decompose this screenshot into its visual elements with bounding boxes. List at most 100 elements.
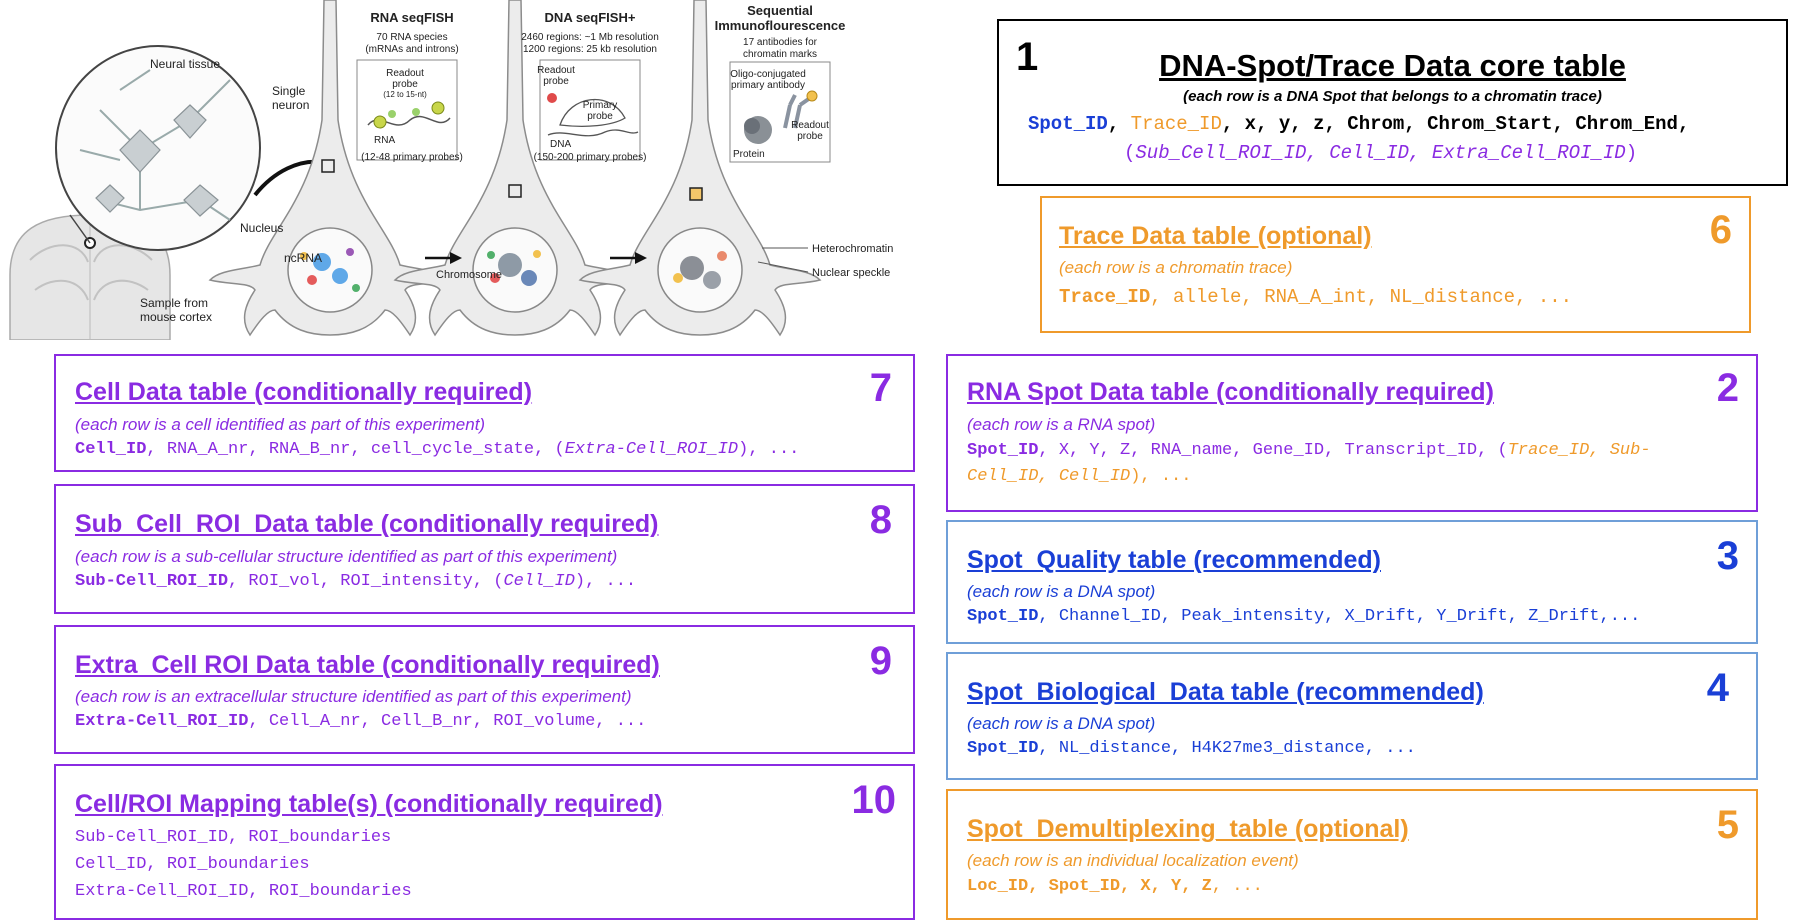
trace-data-table-box: 6 Trace Data table (optional) (each row … — [1040, 196, 1751, 333]
trace-table-title: Trace Data table (optional) — [1059, 222, 1372, 250]
if-protein-label: Protein — [733, 149, 765, 160]
single-neuron-label-1: Single — [272, 84, 306, 98]
rna-spot-table-subtitle: (each row is a RNA spot) — [967, 415, 1156, 434]
field-sub-cell-roi-id: Sub-Cell_ROI_ID — [75, 572, 229, 591]
single-neuron-label-2: neuron — [272, 98, 309, 112]
cell-roi-mapping-table-box: 10 Cell/ROI Mapping table(s) (conditiona… — [54, 764, 915, 920]
sub-cell-table-fields: Sub-Cell_ROI_ID, ROI_vol, ROI_intensity,… — [75, 572, 636, 591]
cell-fields-rest: , RNA_A_nr, RNA_B_nr, cell_cycle_state, … — [146, 440, 565, 459]
dna-seqfish-title: DNA seqFISH+ — [545, 10, 636, 25]
extra-cell-table-title: Extra_Cell ROI Data table (conditionally… — [75, 651, 660, 679]
spot-biological-table-fields: Spot_ID, NL_distance, H4K27me3_distance,… — [967, 739, 1416, 758]
cell-fields-tail: ), ... — [738, 440, 800, 459]
field-quality-spot-id: Spot_ID — [967, 607, 1039, 626]
sub-cell-fields-optional: Cell_ID — [503, 572, 575, 591]
spot-quality-table-box: 3 Spot_Quality table (recommended) (each… — [946, 520, 1758, 644]
trace-table-number: 6 — [1709, 208, 1732, 252]
spot-quality-table-subtitle: (each row is a DNA spot) — [967, 582, 1156, 601]
if-antibody-inset — [729, 61, 831, 163]
rna-primary-probes: (12-48 primary probes) — [361, 152, 463, 163]
biological-fields-rest: , NL_distance, H4K27me3_distance, ... — [1038, 739, 1416, 758]
mapping-line-extra-cell: Extra-Cell_ROI_ID, ROI_boundaries — [75, 882, 412, 901]
if-probe-label: probe — [797, 131, 823, 142]
rna-label: RNA — [374, 135, 395, 146]
spot-biological-table-title: Spot_Biological_Data table (recommended) — [967, 678, 1484, 706]
field-loc-spot-xyz: Loc_ID, Spot_ID, X, Y, Z — [967, 877, 1212, 896]
demultiplexing-table-subtitle: (each row is an individual localization … — [967, 851, 1299, 870]
core-table-box: 1 DNA-Spot/Trace Data core table (each r… — [997, 19, 1788, 186]
if-readout-label: Readout — [791, 120, 829, 131]
rna-fields-optional-2: Cell_ID, Cell_ID — [967, 467, 1131, 486]
if-oligo-label-2: primary antibody — [731, 80, 805, 91]
arrowhead-icon — [635, 252, 647, 264]
if-line1: 17 antibodies for — [743, 37, 818, 48]
neural-tissue-label-1: Neural tissue — [150, 57, 220, 71]
nucleus-label: Nucleus — [240, 221, 283, 235]
neuron-1 — [209, 0, 451, 336]
if-line2: chromatin marks — [743, 49, 817, 60]
rna-spot-table-box: 2 RNA Spot Data table (conditionally req… — [946, 354, 1758, 512]
rna-fields-optional-1: Trace_ID, Sub- — [1507, 441, 1651, 460]
extra-cell-table-subtitle: (each row is an extracellular structure … — [75, 687, 632, 706]
demultiplexing-table-number: 5 — [1716, 803, 1739, 847]
field-cell-id: Cell_ID — [75, 440, 147, 459]
dna-seqfish-line1: 2460 regions: ~1 Mb resolution — [521, 32, 659, 43]
rna-seqfish-line2: (mRNAs and introns) — [365, 44, 458, 55]
neuron-3 — [579, 0, 821, 336]
spot-quality-table-fields: Spot_ID, Channel_ID, Peak_intensity, X_D… — [967, 607, 1640, 626]
sample-label-line1: Sample from — [140, 296, 208, 310]
mapping-table-title: Cell/ROI Mapping table(s) (conditionally… — [75, 790, 663, 818]
field-extra-cell-roi-id: Extra-Cell_ROI_ID — [75, 712, 249, 731]
extra-cell-table-fields: Extra-Cell_ROI_ID, Cell_A_nr, Cell_B_nr,… — [75, 712, 646, 731]
extra-cell-roi-table-box: 9 Extra_Cell ROI Data table (conditional… — [54, 625, 915, 754]
dna-probe-inset — [539, 59, 641, 161]
core-table-number: 1 — [1016, 35, 1039, 79]
dna-primary-label-1: Primary — [583, 100, 617, 111]
field-rna-spot-id: Spot_ID — [967, 441, 1039, 460]
rna-spot-table-fields-line2: Cell_ID, Cell_ID), ... — [967, 467, 1191, 486]
cell-table-title: Cell Data table (conditionally required) — [75, 378, 533, 406]
field-roi-ids: Sub_Cell_ROI_ID, Cell_ID, Extra_Cell_ROI… — [1135, 142, 1626, 164]
cell-table-fields: Cell_ID, RNA_A_nr, RNA_B_nr, cell_cycle_… — [75, 440, 799, 459]
dna-label: DNA — [550, 139, 571, 150]
spot-quality-table-title: Spot_Quality table (recommended) — [967, 546, 1381, 574]
rna-fields-rest: , X, Y, Z, RNA_name, Gene_ID, Transcript… — [1038, 441, 1508, 460]
field-spot-id: Spot_ID — [1028, 113, 1108, 135]
rna-readout-label: Readout — [386, 68, 424, 79]
mapping-table-number: 10 — [851, 778, 897, 822]
rna-probe-length: (12 to 15-nt) — [383, 90, 427, 99]
core-table-optional-fields: (Sub_Cell_ROI_ID, Cell_ID, Extra_Cell_RO… — [1124, 142, 1638, 164]
trace-table-fields: Trace_ID, allele, RNA_A_int, NL_distance… — [1059, 286, 1572, 308]
rna-spot-table-title: RNA Spot Data table (conditionally requi… — [967, 378, 1494, 406]
sub-cell-table-number: 8 — [869, 498, 892, 542]
rna-spot-table-number: 2 — [1716, 366, 1739, 410]
cell-table-number: 7 — [869, 366, 892, 410]
if-title-1: Sequential — [747, 3, 813, 18]
dna-seqfish-line2: 1200 regions: 25 kb resolution — [523, 44, 657, 55]
spot-demultiplexing-table-box: 5 Spot_Demultiplexing_table (optional) (… — [946, 789, 1758, 920]
sample-label-line2: mouse cortex — [140, 310, 212, 324]
mapping-line-sub-cell: Sub-Cell_ROI_ID, ROI_boundaries — [75, 828, 392, 847]
sub-cell-table-title: Sub_Cell_ROI_Data table (conditionally r… — [75, 510, 659, 538]
spot-quality-table-number: 3 — [1716, 534, 1739, 578]
rna-seqfish-title: RNA seqFISH — [370, 10, 453, 25]
ncrna-label: ncRNA — [284, 251, 322, 265]
chromosome-label: Chromosome — [436, 269, 502, 281]
field-trace-id: Trace_ID — [1130, 113, 1222, 135]
arrowhead-icon — [450, 252, 462, 264]
spot-biological-table-subtitle: (each row is a DNA spot) — [967, 714, 1156, 733]
rna-spot-table-fields-line1: Spot_ID, X, Y, Z, RNA_name, Gene_ID, Tra… — [967, 441, 1651, 460]
quality-fields-rest: , Channel_ID, Peak_intensity, X_Drift, Y… — [1038, 607, 1641, 626]
rna-probe-label: probe — [392, 79, 418, 90]
dna-probe-label: probe — [543, 76, 569, 87]
dna-primary-label-2: probe — [587, 111, 613, 122]
extra-cell-table-number: 9 — [869, 639, 892, 683]
if-title-2: Immunoflourescence — [715, 18, 846, 33]
sub-cell-table-subtitle: (each row is a sub-cellular structure id… — [75, 547, 618, 566]
demultiplexing-fields-rest: , ... — [1211, 877, 1263, 896]
demultiplexing-table-title: Spot_Demultiplexing_table (optional) — [967, 815, 1409, 843]
cell-fields-optional: Extra-Cell_ROI_ID — [564, 440, 739, 459]
heterochromatin-label: Heterochromatin — [812, 243, 893, 255]
core-table-title: DNA-Spot/Trace Data core table — [1159, 48, 1626, 83]
seqfish-illustration: Sample from mouse cortex Neural tissue — [9, 0, 893, 340]
